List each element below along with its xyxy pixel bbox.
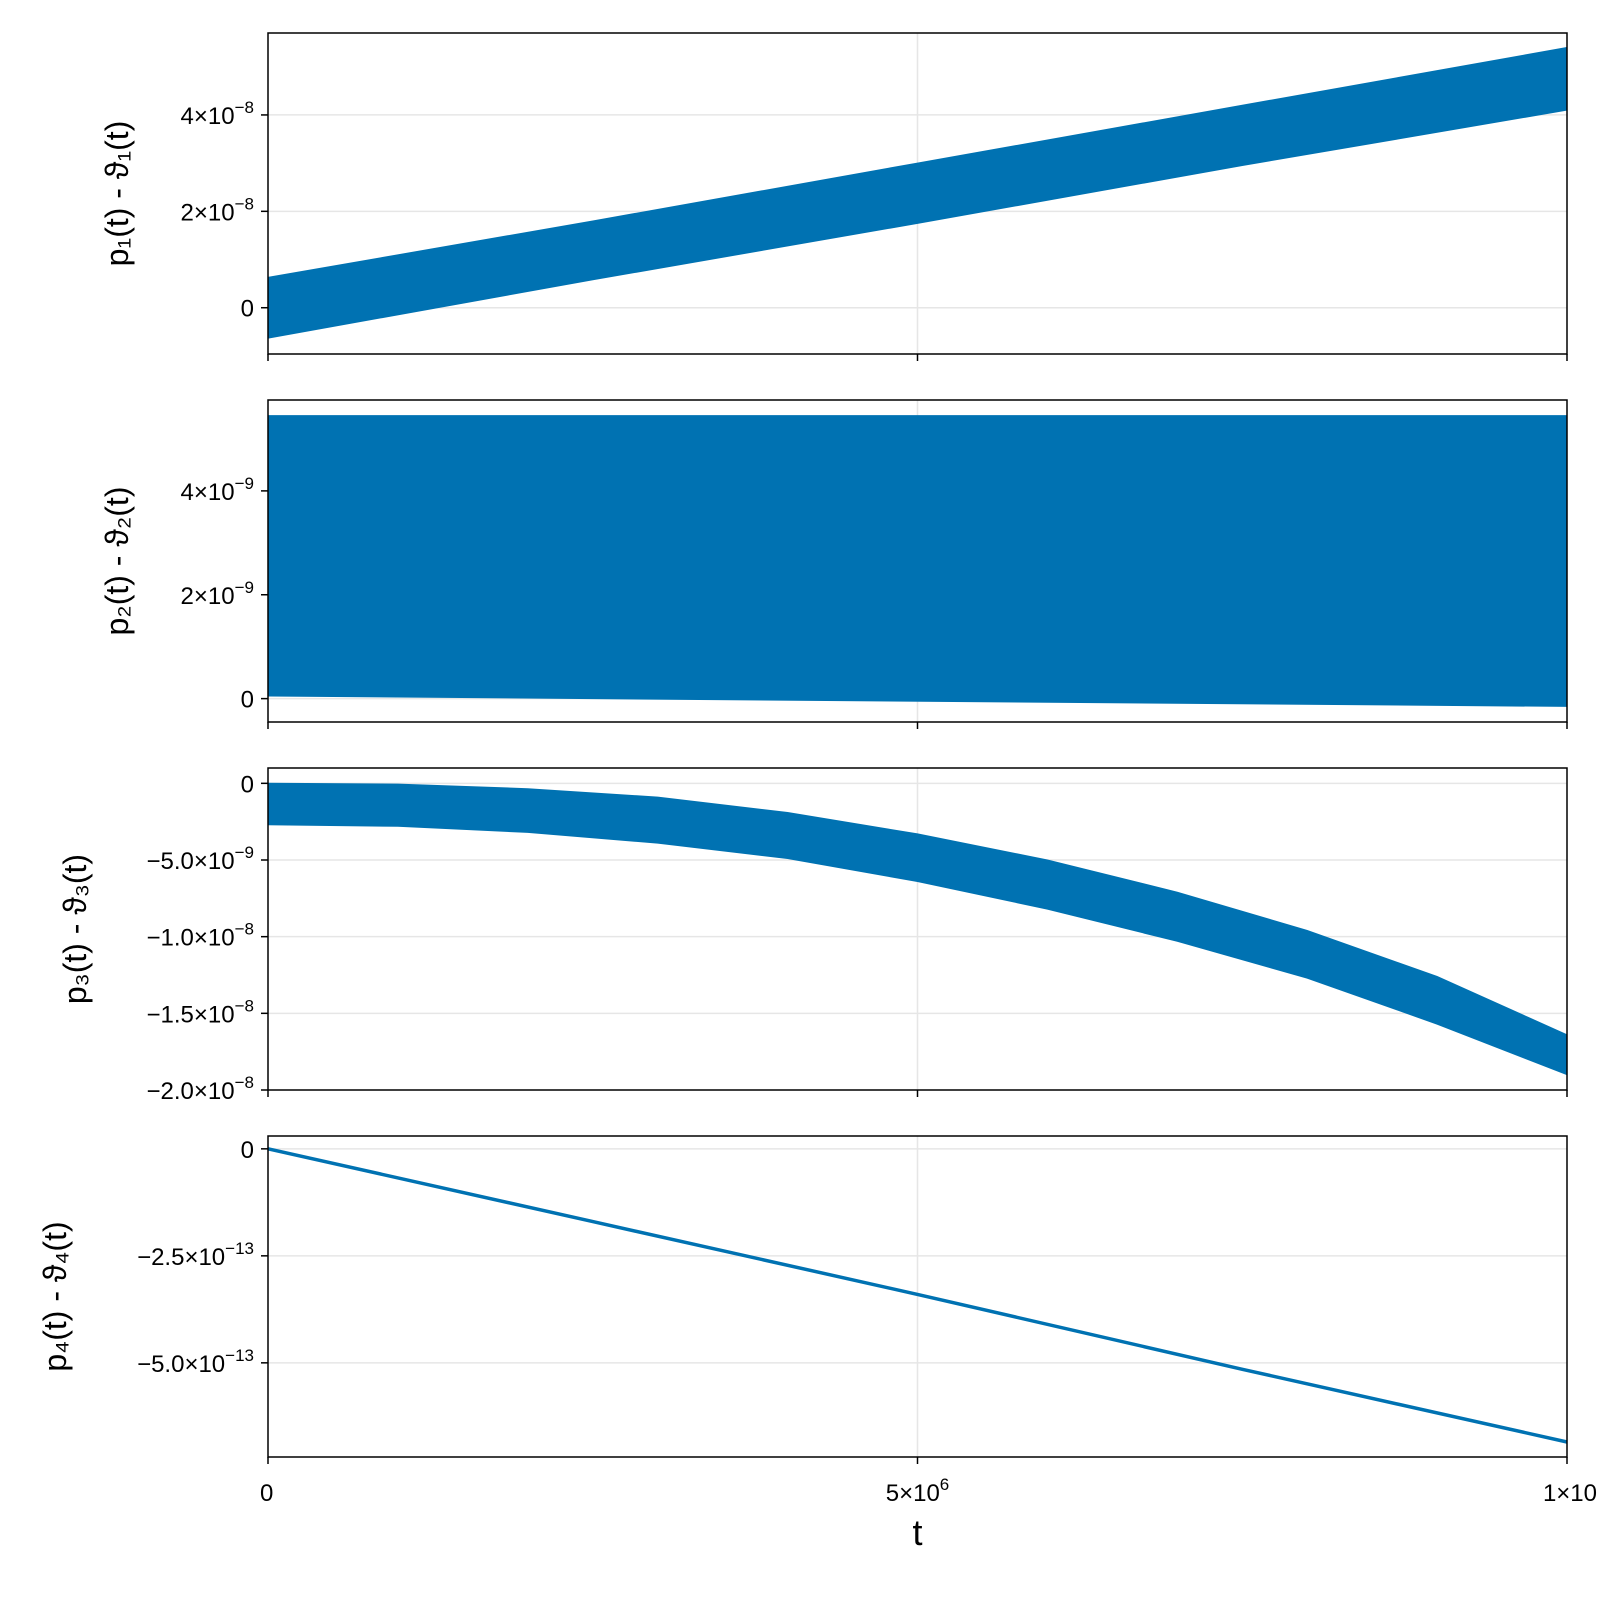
x-tick-label: 0 — [260, 1480, 273, 1507]
x-axis-label: t — [912, 1512, 922, 1553]
y-axis-label: p₃(t) - ϑ₃(t) — [57, 854, 93, 1004]
y-axis-label: p₁(t) - ϑ₁(t) — [99, 121, 135, 267]
panel-4: 0 −2.5×10−13 −5.0×10−13 0 5×106 1×10 p₄(t) - ϑ… — [37, 1135, 1597, 1553]
x-tick-label: 1×10 — [1543, 1480, 1597, 1507]
y-tick-label: −2.0×10−8 — [147, 1073, 254, 1105]
y-tick-label: 2×10−8 — [181, 194, 254, 226]
series-band — [267, 415, 1568, 707]
y-tick-label: −5.0×10−13 — [137, 1346, 254, 1378]
y-tick-label: 0 — [241, 687, 254, 714]
x-tick-label: 5×106 — [886, 1475, 950, 1507]
y-tick-label: −1.5×10−8 — [147, 996, 254, 1028]
panel-2: 0 2×10−9 4×10−9 p₂(t) - ϑ₂(t) — [99, 399, 1568, 729]
y-tick-label: 0 — [241, 1137, 254, 1164]
y-tick-label: 2×10−9 — [181, 578, 254, 610]
panel-1: 0 2×10−8 4×10−8 p₁(t) - ϑ₁(t) — [99, 32, 1568, 361]
y-tick-label: −2.5×10−13 — [137, 1239, 254, 1271]
y-axis-label: p₂(t) - ϑ₂(t) — [99, 487, 135, 636]
y-tick-label: 0 — [241, 296, 254, 323]
y-axis-label: p₄(t) - ϑ₄(t) — [37, 1221, 73, 1371]
y-tick-label: −1.0×10−8 — [147, 920, 254, 952]
y-tick-label: 4×10−8 — [181, 98, 254, 130]
panel-3: 0 −5.0×10−9 −1.0×10−8 −1.5×10−8 −2.0×10−8 p₃(… — [57, 767, 1568, 1105]
series-line — [267, 1147, 1568, 1444]
y-tick-label: 0 — [241, 771, 254, 798]
y-tick-label: −5.0×10−9 — [147, 843, 254, 875]
y-tick-label: 4×10−9 — [181, 474, 254, 506]
